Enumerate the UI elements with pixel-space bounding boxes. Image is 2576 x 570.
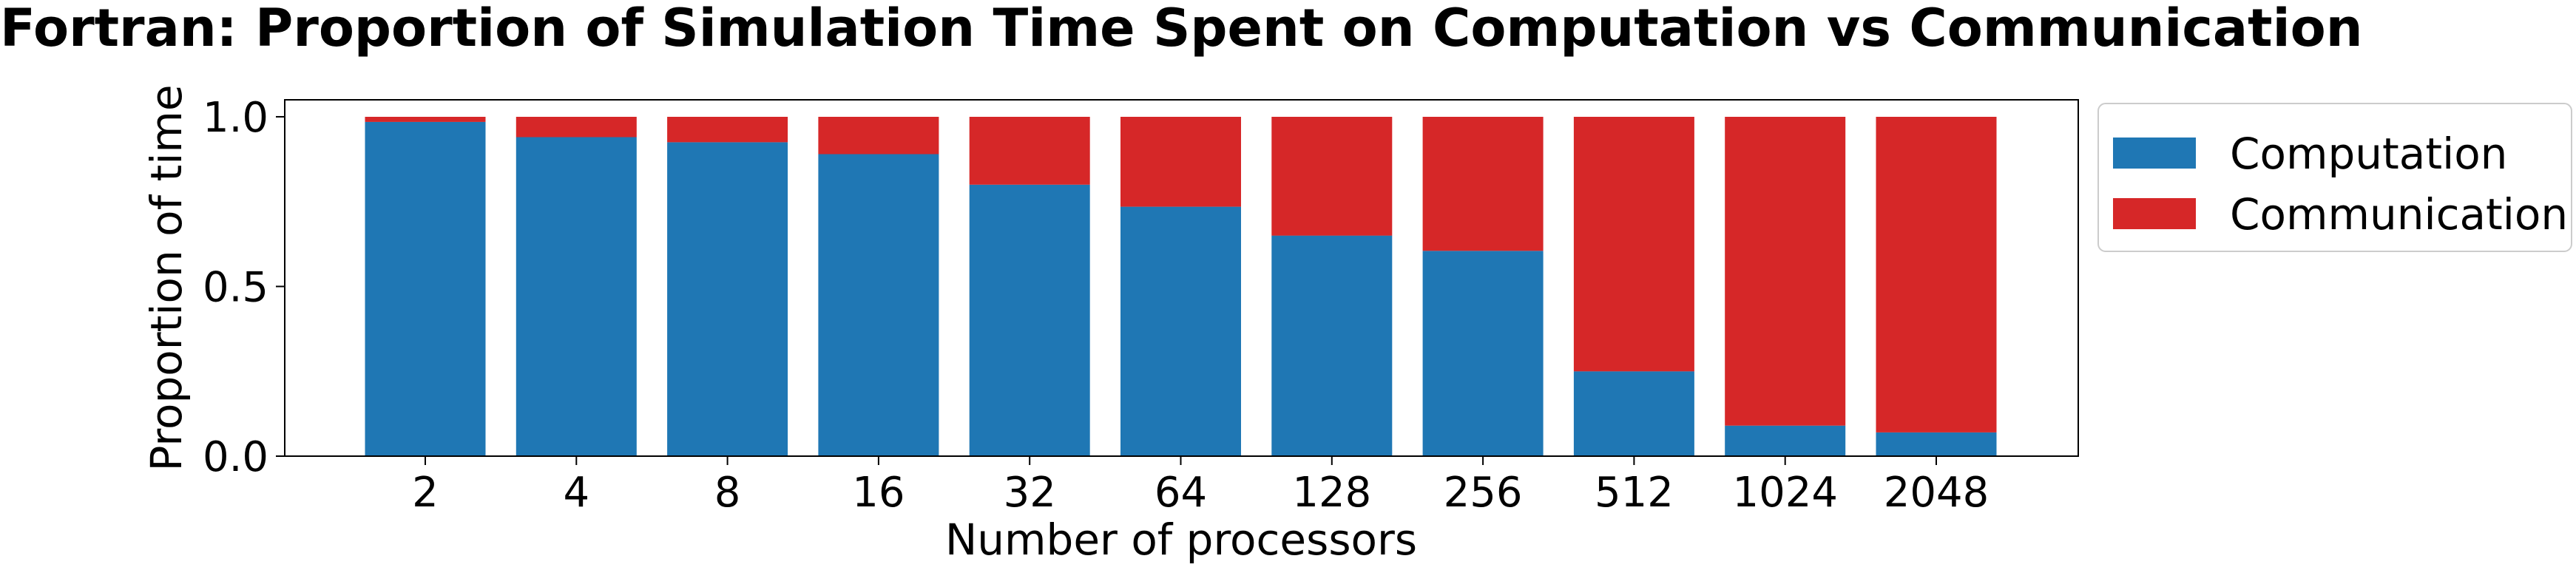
x-tick-label: 32 [1004, 469, 1056, 517]
bar-communication-2048 [1876, 117, 1997, 432]
y-tick-label: 0.0 [203, 433, 268, 481]
legend-swatch-computation [2113, 138, 2196, 169]
bar-computation-8 [667, 142, 788, 456]
x-tick-label: 1024 [1732, 469, 1838, 517]
x-tick-label: 128 [1292, 469, 1371, 517]
bar-communication-512 [1573, 117, 1694, 372]
y-axis-label: Proportion of time [141, 84, 192, 471]
y-axis: 0.0 0.5 1.0 [203, 94, 285, 481]
bar-computation-256 [1422, 251, 1544, 456]
bar-communication-64 [1120, 117, 1241, 207]
x-tick-label: 2 [412, 469, 439, 517]
legend-label-communication: Communication [2230, 189, 2568, 240]
bar-computation-1024 [1725, 425, 1846, 456]
bar-computation-2 [365, 121, 486, 457]
bar-computation-32 [969, 184, 1090, 457]
y-tick-label: 0.5 [203, 263, 268, 311]
x-axis-label: Number of processors [945, 515, 1417, 565]
bar-communication-32 [969, 117, 1090, 185]
bar-communication-8 [667, 117, 788, 143]
x-tick-label: 4 [563, 469, 589, 517]
legend: Computation Communication [2097, 103, 2572, 252]
legend-label-computation: Computation [2230, 129, 2507, 179]
legend-swatch-communication [2113, 198, 2196, 229]
bar-communication-128 [1271, 117, 1393, 236]
bar-computation-512 [1573, 371, 1694, 456]
x-tick-label: 64 [1155, 469, 1207, 517]
x-tick-label: 8 [714, 469, 741, 517]
bar-computation-2048 [1876, 432, 1997, 456]
x-tick-label: 512 [1595, 469, 1674, 517]
bar-computation-16 [818, 154, 939, 456]
x-tick-label: 256 [1444, 469, 1523, 517]
bar-communication-16 [818, 117, 939, 155]
x-axis: 2 4 8 16 32 64 128 256 512 1024 2048 [412, 456, 1989, 517]
x-tick-label: 16 [852, 469, 905, 517]
bar-computation-128 [1271, 235, 1393, 456]
y-tick-label: 1.0 [203, 94, 268, 142]
chart-title: Fortran: Proportion of Simulation Time S… [0, 0, 2363, 58]
x-tick-label: 2048 [1884, 469, 1990, 517]
bar-computation-4 [515, 137, 637, 456]
bar-computation-64 [1120, 206, 1241, 456]
bar-communication-4 [515, 117, 637, 138]
bar-communication-2 [365, 117, 486, 122]
bars-group [365, 117, 1997, 457]
bar-communication-1024 [1725, 117, 1846, 426]
bar-communication-256 [1422, 117, 1544, 251]
legend-box [2097, 103, 2572, 252]
